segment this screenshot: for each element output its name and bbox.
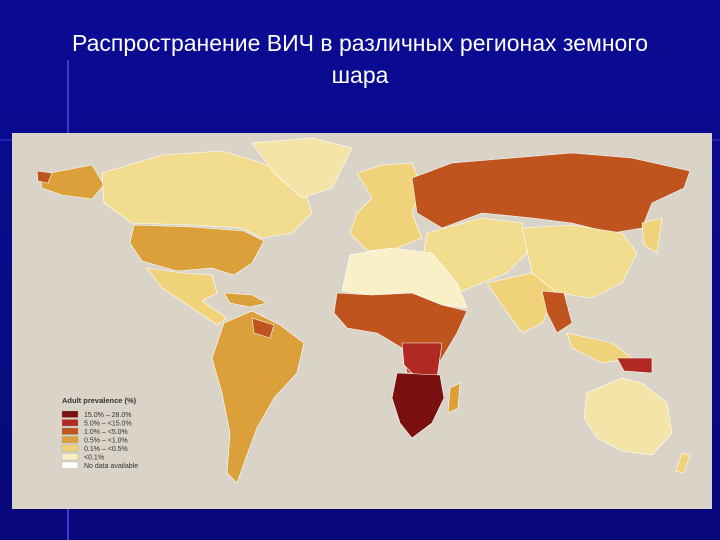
legend-label: 0.1% – <0.5%	[84, 446, 128, 453]
legend-label: No data available	[84, 463, 138, 470]
legend-label: 5.0% – <15.0%	[84, 421, 132, 428]
legend-title: Adult prevalence (%)	[62, 396, 137, 405]
legend: Adult prevalence (%) 15.0% – 28.0% 5.0% –…	[61, 396, 138, 470]
legend-swatch	[61, 427, 79, 435]
slide-title: шара	[331, 62, 389, 88]
legend-swatch	[61, 436, 79, 444]
legend-label: 15.0% – 28.0%	[84, 412, 131, 419]
legend-swatch	[61, 453, 79, 461]
world-map: Adult prevalence (%) 15.0% – 28.0% 5.0% –…	[12, 133, 712, 509]
legend-swatch	[61, 419, 79, 427]
legend-swatch	[61, 410, 79, 418]
legend-label: 1.0% – <5.0%	[84, 429, 128, 436]
legend-swatch	[61, 444, 79, 452]
slide-title: Распространение ВИЧ в различных регионах…	[72, 30, 648, 56]
legend-label: <0.1%	[84, 455, 104, 462]
legend-label: 0.5% – <1.0%	[84, 438, 128, 445]
legend-swatch	[61, 461, 79, 469]
